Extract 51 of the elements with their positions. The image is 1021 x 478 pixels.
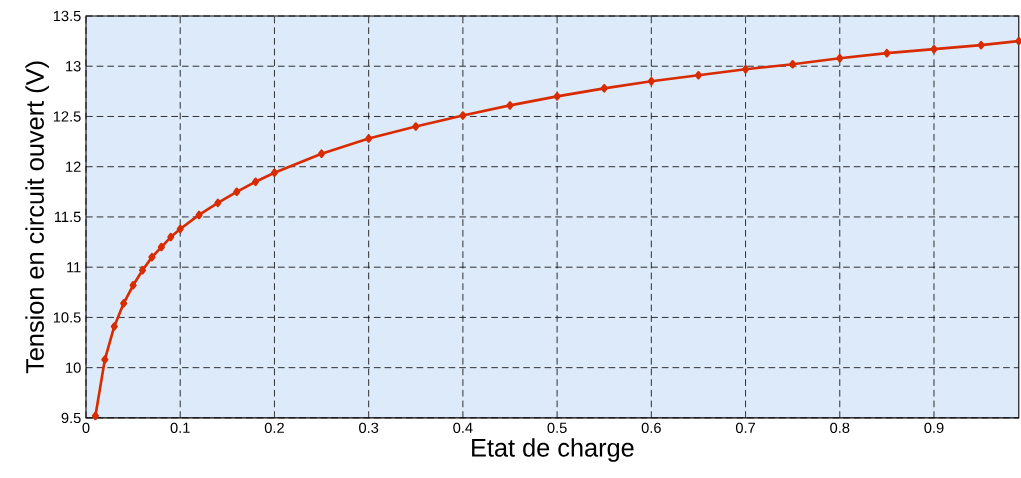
- y-tick-label: 9.5: [61, 412, 81, 424]
- point: [233, 187, 241, 197]
- x-tick-label: 0.5: [547, 422, 567, 434]
- point: [148, 252, 156, 262]
- y-axis-title: Tension en circuit ouvert (V): [25, 61, 49, 374]
- point: [157, 242, 165, 252]
- point: [742, 65, 750, 74]
- point: [459, 111, 467, 120]
- point: [120, 299, 128, 308]
- x-tick-label: 0.6: [641, 422, 661, 434]
- point: [836, 53, 844, 63]
- point: [138, 265, 147, 275]
- point: [553, 92, 561, 101]
- point: [506, 101, 514, 110]
- point: [318, 149, 326, 158]
- point: [883, 48, 891, 58]
- y-tick-label: 11.5: [54, 211, 81, 223]
- point: [412, 122, 420, 131]
- x-tick-label: 0: [82, 422, 90, 434]
- x-tick-label: 0.4: [453, 422, 473, 434]
- point: [600, 84, 608, 93]
- point: [195, 210, 203, 220]
- point: [110, 322, 118, 331]
- x-tick-label: 0.7: [735, 422, 756, 434]
- point: [214, 198, 222, 208]
- y-tick-label: 11: [67, 262, 81, 273]
- y-tick-label: 12.5: [53, 111, 81, 122]
- point: [789, 60, 797, 69]
- point: [977, 40, 985, 50]
- point: [101, 355, 109, 364]
- x-tick-label: 0.3: [359, 422, 379, 434]
- point: [365, 134, 373, 143]
- point: [694, 71, 702, 80]
- y-tick-label: 13.5: [53, 10, 81, 22]
- y-tick-label: 10.5: [53, 312, 81, 323]
- x-tick-label: 0.8: [830, 422, 850, 434]
- point: [647, 77, 655, 86]
- point: [167, 232, 175, 242]
- point: [252, 177, 260, 187]
- y-tick-label: 13: [66, 61, 81, 72]
- x-axis-title: Etat de charge: [472, 438, 634, 462]
- point: [91, 411, 99, 421]
- y-tick-label: 10: [66, 362, 81, 373]
- x-tick-label: 0.9: [924, 422, 944, 434]
- x-tick-label: 0.1: [170, 422, 190, 434]
- point: [270, 168, 278, 178]
- point: [176, 224, 184, 234]
- y-tick-label: 12: [66, 161, 81, 172]
- x-tick-label: 0.2: [264, 422, 284, 434]
- point: [930, 44, 938, 54]
- point: [129, 281, 137, 290]
